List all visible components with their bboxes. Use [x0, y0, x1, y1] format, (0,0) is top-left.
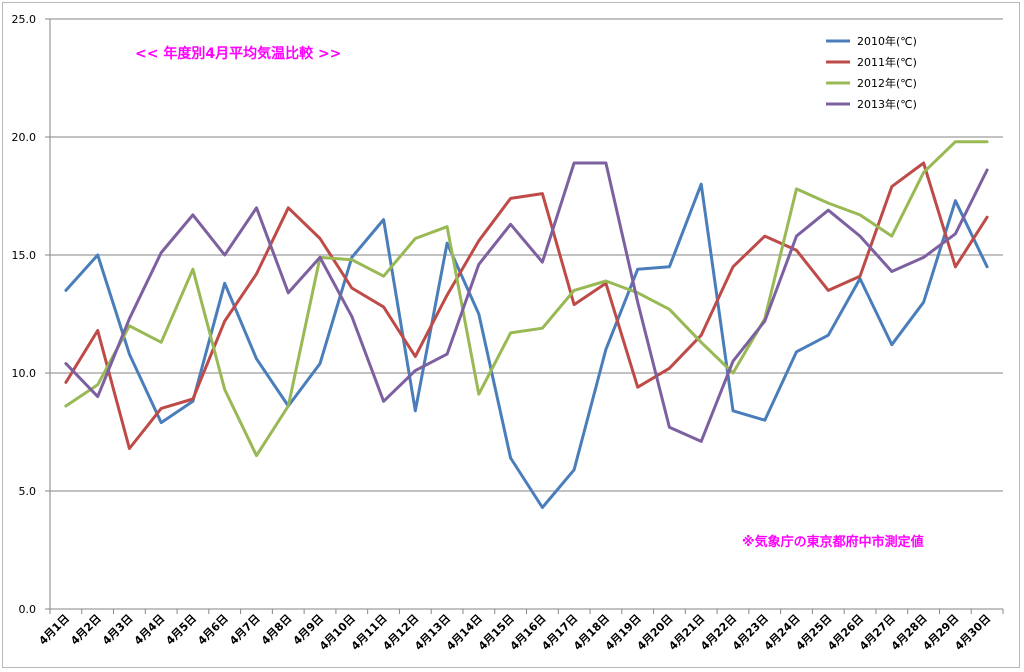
series-lines [64, 140, 989, 509]
x-tick-label: 4月6日 [195, 612, 231, 648]
y-axis: 0.0 5.0 10.0 15.0 20.0 25.0 [12, 13, 51, 616]
x-tick-label: 4月5日 [163, 612, 199, 648]
y-tick-label: 20.0 [12, 131, 37, 144]
legend: 2010年(℃) 2011年(℃) 2012年(℃) 2013年(℃) [826, 34, 917, 111]
y-tick-label: 5.0 [19, 485, 37, 498]
x-tick-label: 4月8日 [259, 612, 295, 648]
series-line-1 [64, 182, 989, 509]
series-line-4 [64, 161, 989, 443]
y-tick-label: 0.0 [19, 603, 37, 616]
source-note: ※気象庁の東京都府中市測定値 [742, 534, 924, 550]
legend-label: 2012年(℃) [857, 76, 917, 90]
gridlines [50, 18, 1003, 492]
legend-label: 2013年(℃) [857, 97, 917, 111]
x-tick-label: 4月2日 [68, 612, 104, 648]
legend-label: 2010年(℃) [857, 34, 917, 48]
y-tick-label: 15.0 [12, 249, 37, 262]
x-tick-label: 4月3日 [100, 612, 136, 648]
x-tick-label: 4月4日 [132, 612, 168, 648]
series-line-3 [64, 140, 989, 458]
chart-title: << 年度別4月平均気温比較 >> [135, 45, 341, 62]
x-axis: 4月1日4月2日4月3日4月4日4月5日4月6日4月7日4月8日4月9日4月10… [36, 608, 1004, 653]
y-tick-label: 10.0 [12, 367, 37, 380]
y-tick-label: 25.0 [12, 13, 37, 26]
series-line-2 [64, 161, 989, 450]
legend-label: 2011年(℃) [857, 55, 917, 69]
x-tick-label: 4月1日 [36, 612, 72, 648]
x-tick-label: 4月7日 [227, 612, 263, 648]
